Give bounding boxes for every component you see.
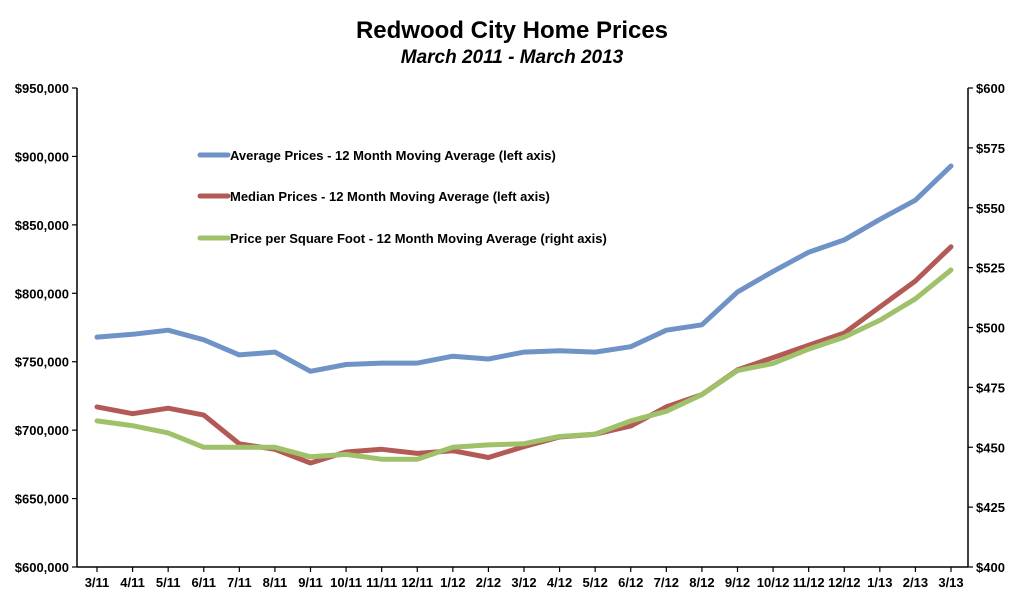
x-tick-label: 5/12 <box>583 575 608 590</box>
x-tick-label: 6/12 <box>618 575 643 590</box>
right-tick-label: $600 <box>976 81 1005 96</box>
legend-label-1: Average Prices - 12 Month Moving Average… <box>230 148 556 163</box>
x-tick-label: 9/12 <box>725 575 750 590</box>
chart-subtitle: March 2011 - March 2013 <box>401 47 624 68</box>
right-tick-label: $425 <box>976 500 1005 515</box>
series-line-1 <box>94 163 954 374</box>
x-tick-label: 5/11 <box>156 575 181 590</box>
x-tick-label: 9/11 <box>298 575 323 590</box>
right-tick-label: $475 <box>976 380 1005 395</box>
left-tick-label: $600,000 <box>15 560 69 575</box>
x-axis-ticks: 3/11 4/11 5/11 6/11 7/11 8/11 9/11 10/11 11/11 12… <box>85 567 964 590</box>
left-tick-label: $800,000 <box>15 286 69 301</box>
x-tick-label: 4/12 <box>547 575 572 590</box>
x-tick-label: 7/12 <box>654 575 679 590</box>
x-tick-label: 3/13 <box>938 575 963 590</box>
legend-label-3: Price per Square Foot - 12 Month Moving … <box>230 231 607 246</box>
left-tick-label: $700,000 <box>15 423 69 438</box>
x-tick-label: 10/12 <box>757 575 790 590</box>
x-tick-label: 7/11 <box>227 575 252 590</box>
right-tick-label: $575 <box>976 141 1005 156</box>
chart-title: Redwood City Home Prices <box>356 17 668 44</box>
right-tick-label: $525 <box>976 261 1005 276</box>
right-tick-label: $450 <box>976 440 1005 455</box>
x-tick-label: 1/13 <box>867 575 892 590</box>
x-tick-label: 6/11 <box>191 575 216 590</box>
x-tick-label: 2/12 <box>476 575 501 590</box>
legend-label-2: Median Prices - 12 Month Moving Average … <box>230 189 550 204</box>
x-tick-label: 4/11 <box>120 575 145 590</box>
legend: Average Prices - 12 Month Moving Average… <box>197 148 607 246</box>
x-tick-label: 11/12 <box>793 575 825 590</box>
series-line-2 <box>94 244 954 466</box>
right-tick-label: $500 <box>976 321 1005 336</box>
x-tick-label: 2/13 <box>903 575 928 590</box>
x-tick-label: 3/11 <box>85 575 110 590</box>
left-tick-label: $750,000 <box>15 355 69 370</box>
x-tick-label: 12/11 <box>401 575 433 590</box>
x-tick-label: 8/12 <box>689 575 714 590</box>
right-tick-label: $550 <box>976 201 1005 216</box>
x-tick-label: 3/12 <box>511 575 536 590</box>
x-tick-label: 10/11 <box>330 575 362 590</box>
left-axis-ticks: $600,000 $650,000 $700,000 $750,000 $800,000… <box>15 81 77 575</box>
series-line-3 <box>94 267 954 462</box>
x-tick-label: 8/11 <box>263 575 288 590</box>
x-tick-label: 1/12 <box>440 575 465 590</box>
left-tick-label: $650,000 <box>15 492 69 507</box>
right-axis-ticks: $400 $425 $450 $475 $500 $525 $550 $575 $600 <box>968 81 1005 575</box>
x-tick-label: 11/11 <box>366 575 397 590</box>
left-tick-label: $950,000 <box>15 81 69 96</box>
left-tick-label: $900,000 <box>15 149 69 164</box>
left-tick-label: $850,000 <box>15 218 69 233</box>
x-tick-label: 12/12 <box>828 575 861 590</box>
series-lines <box>94 163 954 466</box>
right-tick-label: $400 <box>976 560 1005 575</box>
